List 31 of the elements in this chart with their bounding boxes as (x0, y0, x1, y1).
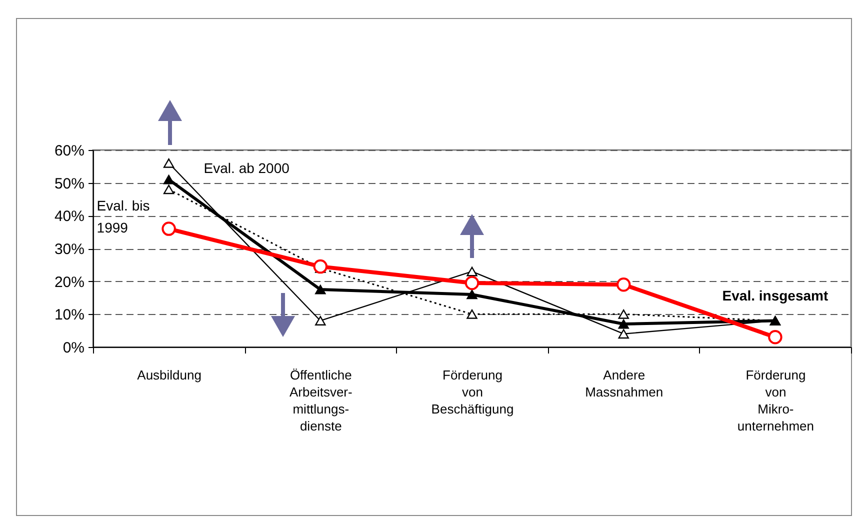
y-tick-label: 30% (54, 241, 84, 258)
point (313, 259, 328, 274)
point (315, 284, 326, 294)
x-tick-label: Ausbildung (137, 368, 202, 382)
y-tick-label: 50% (54, 175, 84, 192)
series-label: Eval. bis 1999 (96, 197, 150, 236)
y-tick-label: 40% (54, 208, 84, 226)
y-tick-label: 10% (54, 306, 84, 324)
point (618, 319, 629, 329)
point (466, 309, 478, 319)
point (768, 330, 782, 344)
x-tick-label: Andere Massnahmen (585, 368, 664, 400)
y-tick-label: 0% (62, 340, 84, 356)
point (163, 174, 174, 184)
point (466, 290, 478, 300)
point (466, 266, 478, 276)
point (616, 278, 631, 292)
y-tick-label: 60% (54, 142, 84, 160)
series-label: Eval. ab 2000 (204, 160, 290, 176)
point (162, 222, 176, 236)
point (464, 276, 480, 290)
y-tick-label: 20% (54, 274, 84, 291)
x-tick-label: Öffentliche Arbeitsver- mittlungs- dienste (289, 368, 352, 434)
point (163, 158, 174, 168)
series-label: Eval. insgesamt (722, 288, 828, 304)
point (618, 329, 629, 339)
point (163, 184, 174, 194)
point (618, 309, 629, 319)
x-tick-label: Förderung von Beschäftigung (431, 368, 514, 416)
x-tick-label: Förderung von Mikro- unternehmen (737, 368, 814, 434)
point (315, 316, 326, 326)
